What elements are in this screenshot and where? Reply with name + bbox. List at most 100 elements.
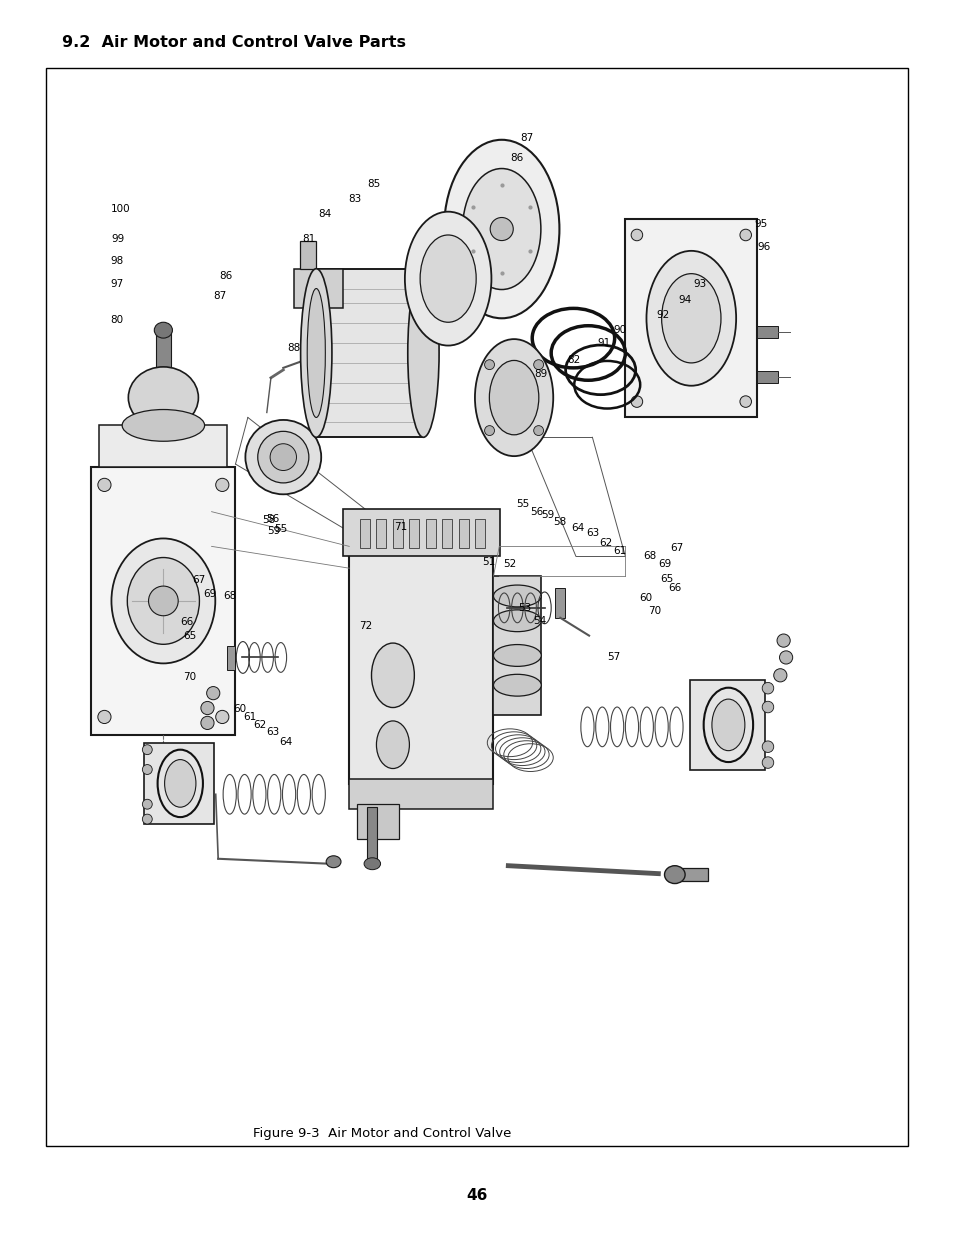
Text: 59: 59	[268, 526, 280, 536]
Text: 87: 87	[213, 291, 226, 301]
Ellipse shape	[664, 866, 684, 883]
Bar	[155, 329, 171, 368]
Bar	[555, 588, 564, 618]
Text: 67: 67	[669, 543, 682, 553]
Circle shape	[776, 634, 789, 647]
Circle shape	[142, 764, 152, 774]
Bar	[91, 467, 235, 735]
Ellipse shape	[493, 674, 540, 697]
Ellipse shape	[646, 251, 736, 385]
Text: 53: 53	[517, 603, 531, 613]
Text: 95: 95	[754, 219, 767, 228]
Text: 86: 86	[219, 270, 232, 280]
Text: 87: 87	[519, 133, 533, 143]
Circle shape	[142, 814, 152, 824]
Text: 64: 64	[279, 737, 292, 747]
Circle shape	[779, 651, 792, 664]
Text: 56: 56	[529, 506, 542, 516]
Circle shape	[484, 426, 494, 436]
Text: 94: 94	[678, 295, 691, 305]
Text: 57: 57	[606, 652, 619, 662]
Bar	[625, 219, 757, 417]
Ellipse shape	[493, 585, 540, 606]
Text: 66: 66	[667, 583, 680, 593]
Text: 100: 100	[111, 204, 131, 214]
Text: 46: 46	[466, 1188, 487, 1203]
Bar	[99, 425, 227, 467]
Text: 68: 68	[223, 592, 236, 601]
Circle shape	[631, 396, 642, 408]
Text: 65: 65	[659, 574, 673, 584]
Bar	[316, 269, 423, 437]
Text: 55: 55	[516, 499, 529, 509]
Text: 86: 86	[510, 153, 522, 163]
Circle shape	[490, 217, 513, 241]
Text: 69: 69	[203, 589, 216, 599]
Ellipse shape	[404, 211, 491, 346]
Text: 84: 84	[318, 209, 332, 219]
Bar	[676, 868, 707, 881]
Ellipse shape	[661, 274, 720, 363]
Ellipse shape	[462, 168, 540, 289]
Bar	[227, 646, 235, 671]
Text: 59: 59	[540, 510, 554, 520]
Text: 99: 99	[112, 233, 125, 245]
Ellipse shape	[489, 361, 538, 435]
Text: 81: 81	[302, 233, 315, 245]
Text: 54: 54	[533, 616, 546, 626]
Text: 70: 70	[183, 672, 196, 682]
Ellipse shape	[407, 269, 438, 437]
Circle shape	[761, 701, 773, 713]
Circle shape	[740, 230, 751, 241]
Bar	[367, 808, 376, 858]
Ellipse shape	[443, 140, 558, 319]
Circle shape	[142, 745, 152, 755]
Circle shape	[207, 687, 219, 700]
Bar	[409, 519, 419, 548]
Circle shape	[761, 741, 773, 752]
Circle shape	[215, 710, 229, 724]
Circle shape	[533, 426, 543, 436]
Text: 61: 61	[613, 546, 625, 556]
Ellipse shape	[165, 760, 195, 808]
Bar	[294, 269, 343, 309]
Bar	[343, 509, 499, 556]
Text: 69: 69	[658, 559, 671, 569]
Ellipse shape	[371, 643, 414, 708]
Text: 66: 66	[180, 616, 193, 626]
Text: Figure 9-3  Air Motor and Control Valve: Figure 9-3 Air Motor and Control Valve	[253, 1128, 511, 1140]
Bar	[376, 519, 386, 548]
Text: 60: 60	[639, 593, 652, 603]
Text: 90: 90	[613, 325, 626, 335]
Text: 92: 92	[656, 310, 669, 320]
Text: 83: 83	[348, 194, 361, 204]
Text: 62: 62	[253, 720, 266, 730]
Text: 98: 98	[110, 256, 123, 266]
Text: 91: 91	[597, 338, 610, 348]
Bar	[393, 519, 402, 548]
Text: 61: 61	[243, 711, 255, 722]
Text: 89: 89	[534, 369, 547, 379]
Ellipse shape	[245, 420, 321, 494]
Bar	[458, 519, 468, 548]
Text: 85: 85	[367, 179, 380, 189]
Bar	[46, 68, 907, 1146]
Text: 97: 97	[110, 279, 123, 289]
Bar	[357, 804, 398, 839]
Circle shape	[149, 587, 178, 616]
Circle shape	[740, 396, 751, 408]
Text: 52: 52	[503, 559, 517, 569]
Circle shape	[98, 710, 111, 724]
Circle shape	[201, 716, 213, 730]
Text: 9.2  Air Motor and Control Valve Parts: 9.2 Air Motor and Control Valve Parts	[62, 35, 406, 49]
Ellipse shape	[127, 557, 199, 645]
Bar	[349, 551, 493, 784]
Text: 65: 65	[183, 631, 196, 641]
Circle shape	[142, 799, 152, 809]
Bar	[425, 519, 436, 548]
Bar	[359, 519, 370, 548]
Circle shape	[98, 478, 111, 492]
Ellipse shape	[270, 443, 296, 471]
Circle shape	[761, 757, 773, 768]
Bar	[349, 779, 493, 809]
